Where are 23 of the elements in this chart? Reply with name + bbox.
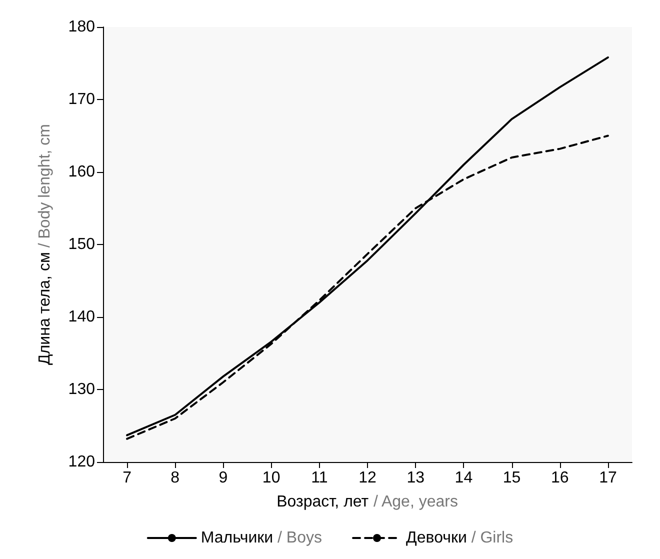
- line-series: [126, 56, 609, 436]
- y-tick-label: 120: [68, 454, 96, 470]
- legend-label: Мальчики / Boys: [200, 530, 322, 546]
- x-tick-label: 15: [502, 470, 521, 486]
- legend-label: Девочки / Girls: [406, 530, 514, 546]
- y-tick-label: 150: [68, 236, 96, 253]
- y-tick-label: 130: [68, 381, 96, 398]
- x-tick-label: 13: [406, 470, 425, 486]
- y-tick-label: 160: [68, 164, 96, 180]
- x-tick-label: 12: [358, 470, 376, 486]
- x-axis-title: Возраст, лет / Age, years: [276, 494, 458, 510]
- y-tick-label: 170: [68, 91, 96, 108]
- x-tick-label: 11: [311, 470, 328, 486]
- y-axis-title: Длина тела, см / Body lenght, cm: [36, 124, 54, 365]
- x-tick-label: 9: [218, 470, 228, 486]
- x-tick-label: 14: [454, 470, 473, 486]
- x-tick-label: 16: [550, 470, 569, 486]
- y-tick-label: 140: [68, 308, 96, 326]
- x-tick-label: 17: [599, 470, 617, 486]
- x-tick-label: 7: [122, 470, 132, 486]
- x-tick-label: 10: [262, 470, 280, 486]
- x-tick-label: 8: [170, 470, 180, 486]
- y-tick-label: 180: [68, 18, 96, 36]
